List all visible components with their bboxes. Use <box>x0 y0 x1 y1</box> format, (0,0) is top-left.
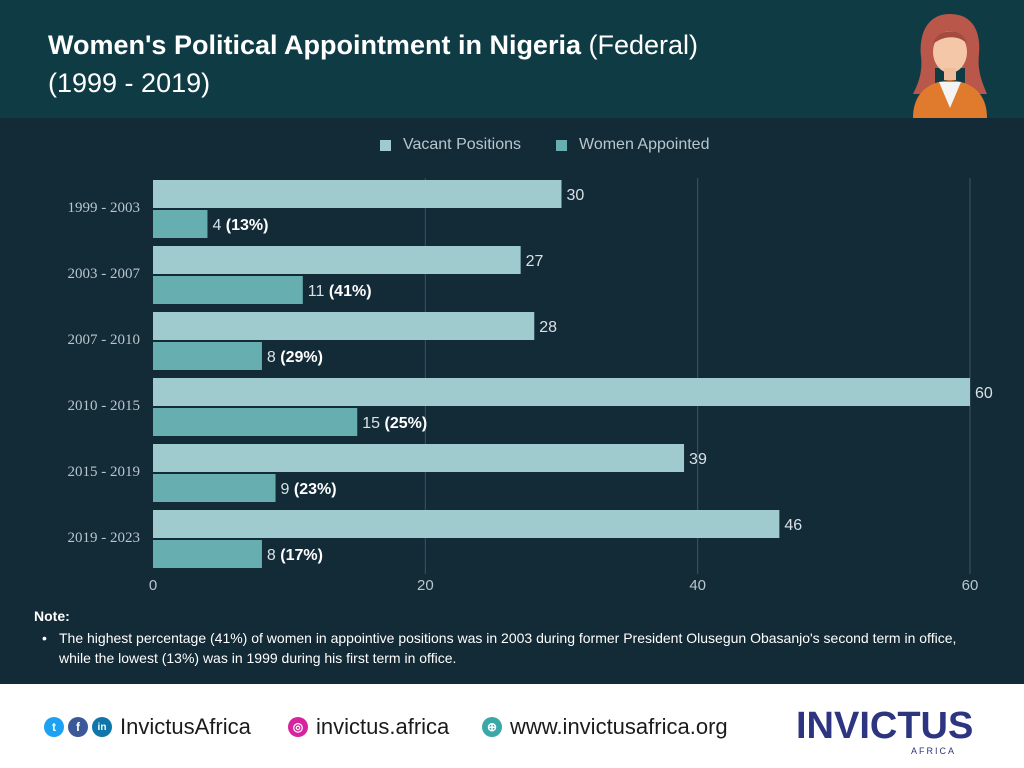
women-value-label: 8 (29%) <box>267 349 323 366</box>
logo-subtitle: AFRICA <box>911 746 956 756</box>
logo-wordmark: INVICTUS <box>796 705 973 747</box>
women-value-label: 4 (13%) <box>212 217 268 234</box>
bar-chart: 0 20 40 60 1999 - 2003 30 4 (13%) 2003 - 2007 27… <box>68 178 993 594</box>
x-tick-label: 20 <box>417 577 434 594</box>
women-bar <box>153 276 303 304</box>
title-line2: (1999 - 2019) <box>48 68 211 98</box>
vacant-bar <box>153 378 970 406</box>
legend-swatch-women <box>556 139 567 151</box>
note-title: Note: <box>34 608 70 624</box>
note-bullet: • <box>42 630 47 646</box>
legend: Vacant Positions Women Appointed <box>0 136 1024 156</box>
category-label: 2015 - 2019 <box>68 464 141 480</box>
x-tick-label: 60 <box>962 577 979 594</box>
social-handles[interactable]: t f in InvictusAfrica <box>44 714 251 740</box>
category-label: 2010 - 2015 <box>68 398 141 414</box>
legend-swatch-vacant <box>380 139 391 151</box>
page-title: Women's Political Appointment in Nigeria… <box>48 26 698 102</box>
title-bold: Women's Political Appointment in Nigeria <box>48 30 581 60</box>
legend-label-women: Women Appointed <box>579 136 710 153</box>
woman-avatar-icon <box>913 14 987 118</box>
women-value-label: 15 (25%) <box>362 415 427 432</box>
women-bar <box>153 540 262 568</box>
legend-item-women: Women Appointed <box>556 136 709 154</box>
women-value-label: 9 (23%) <box>281 481 337 498</box>
legend-item-vacant: Vacant Positions <box>380 136 521 154</box>
category-label: 2007 - 2010 <box>68 332 141 348</box>
x-tick-label: 40 <box>689 577 706 594</box>
women-value-label: 11 (41%) <box>308 283 372 300</box>
invictus-africa-logo: INVICTUS AFRICA <box>796 705 973 756</box>
vacant-value-label: 28 <box>539 319 557 336</box>
vacant-bar <box>153 312 535 340</box>
x-tick-label: 0 <box>149 577 157 594</box>
vacant-bar <box>153 444 685 472</box>
footer <box>0 684 1024 768</box>
vacant-value-label: 30 <box>567 187 585 204</box>
title-light: (Federal) <box>580 30 699 60</box>
instagram-icon[interactable]: ◎ <box>288 717 308 737</box>
women-bar <box>153 408 358 436</box>
women-bar <box>153 474 276 502</box>
instagram-handle[interactable]: ◎ invictus.africa <box>288 714 449 740</box>
vacant-value-label: 60 <box>975 385 993 402</box>
women-bar <box>153 342 262 370</box>
linkedin-icon[interactable]: in <box>92 717 112 737</box>
facebook-icon[interactable]: f <box>68 717 88 737</box>
vacant-value-label: 46 <box>784 517 802 534</box>
note-text: • The highest percentage (41%) of women … <box>42 628 982 668</box>
category-label: 2019 - 2023 <box>68 530 141 546</box>
header-banner: Women's Political Appointment in Nigeria… <box>0 0 1024 118</box>
twitter-icon[interactable]: t <box>44 717 64 737</box>
women-value-label: 8 (17%) <box>267 547 323 564</box>
women-bar <box>153 210 208 238</box>
globe-icon[interactable]: ⊕ <box>482 717 502 737</box>
instagram-text[interactable]: invictus.africa <box>316 714 450 739</box>
vacant-value-label: 39 <box>689 451 707 468</box>
vacant-bar <box>153 180 562 208</box>
website-link[interactable]: ⊕ www.invictusafrica.org <box>482 714 728 740</box>
website-text[interactable]: www.invictusafrica.org <box>510 714 728 739</box>
social-handle-text[interactable]: InvictusAfrica <box>120 714 251 739</box>
vacant-value-label: 27 <box>526 253 544 270</box>
vacant-bar <box>153 246 521 274</box>
note-body: The highest percentage (41%) of women in… <box>59 630 957 666</box>
category-label: 1999 - 2003 <box>68 200 141 216</box>
vacant-bar <box>153 510 780 538</box>
category-label: 2003 - 2007 <box>68 266 141 282</box>
legend-label-vacant: Vacant Positions <box>403 136 521 153</box>
